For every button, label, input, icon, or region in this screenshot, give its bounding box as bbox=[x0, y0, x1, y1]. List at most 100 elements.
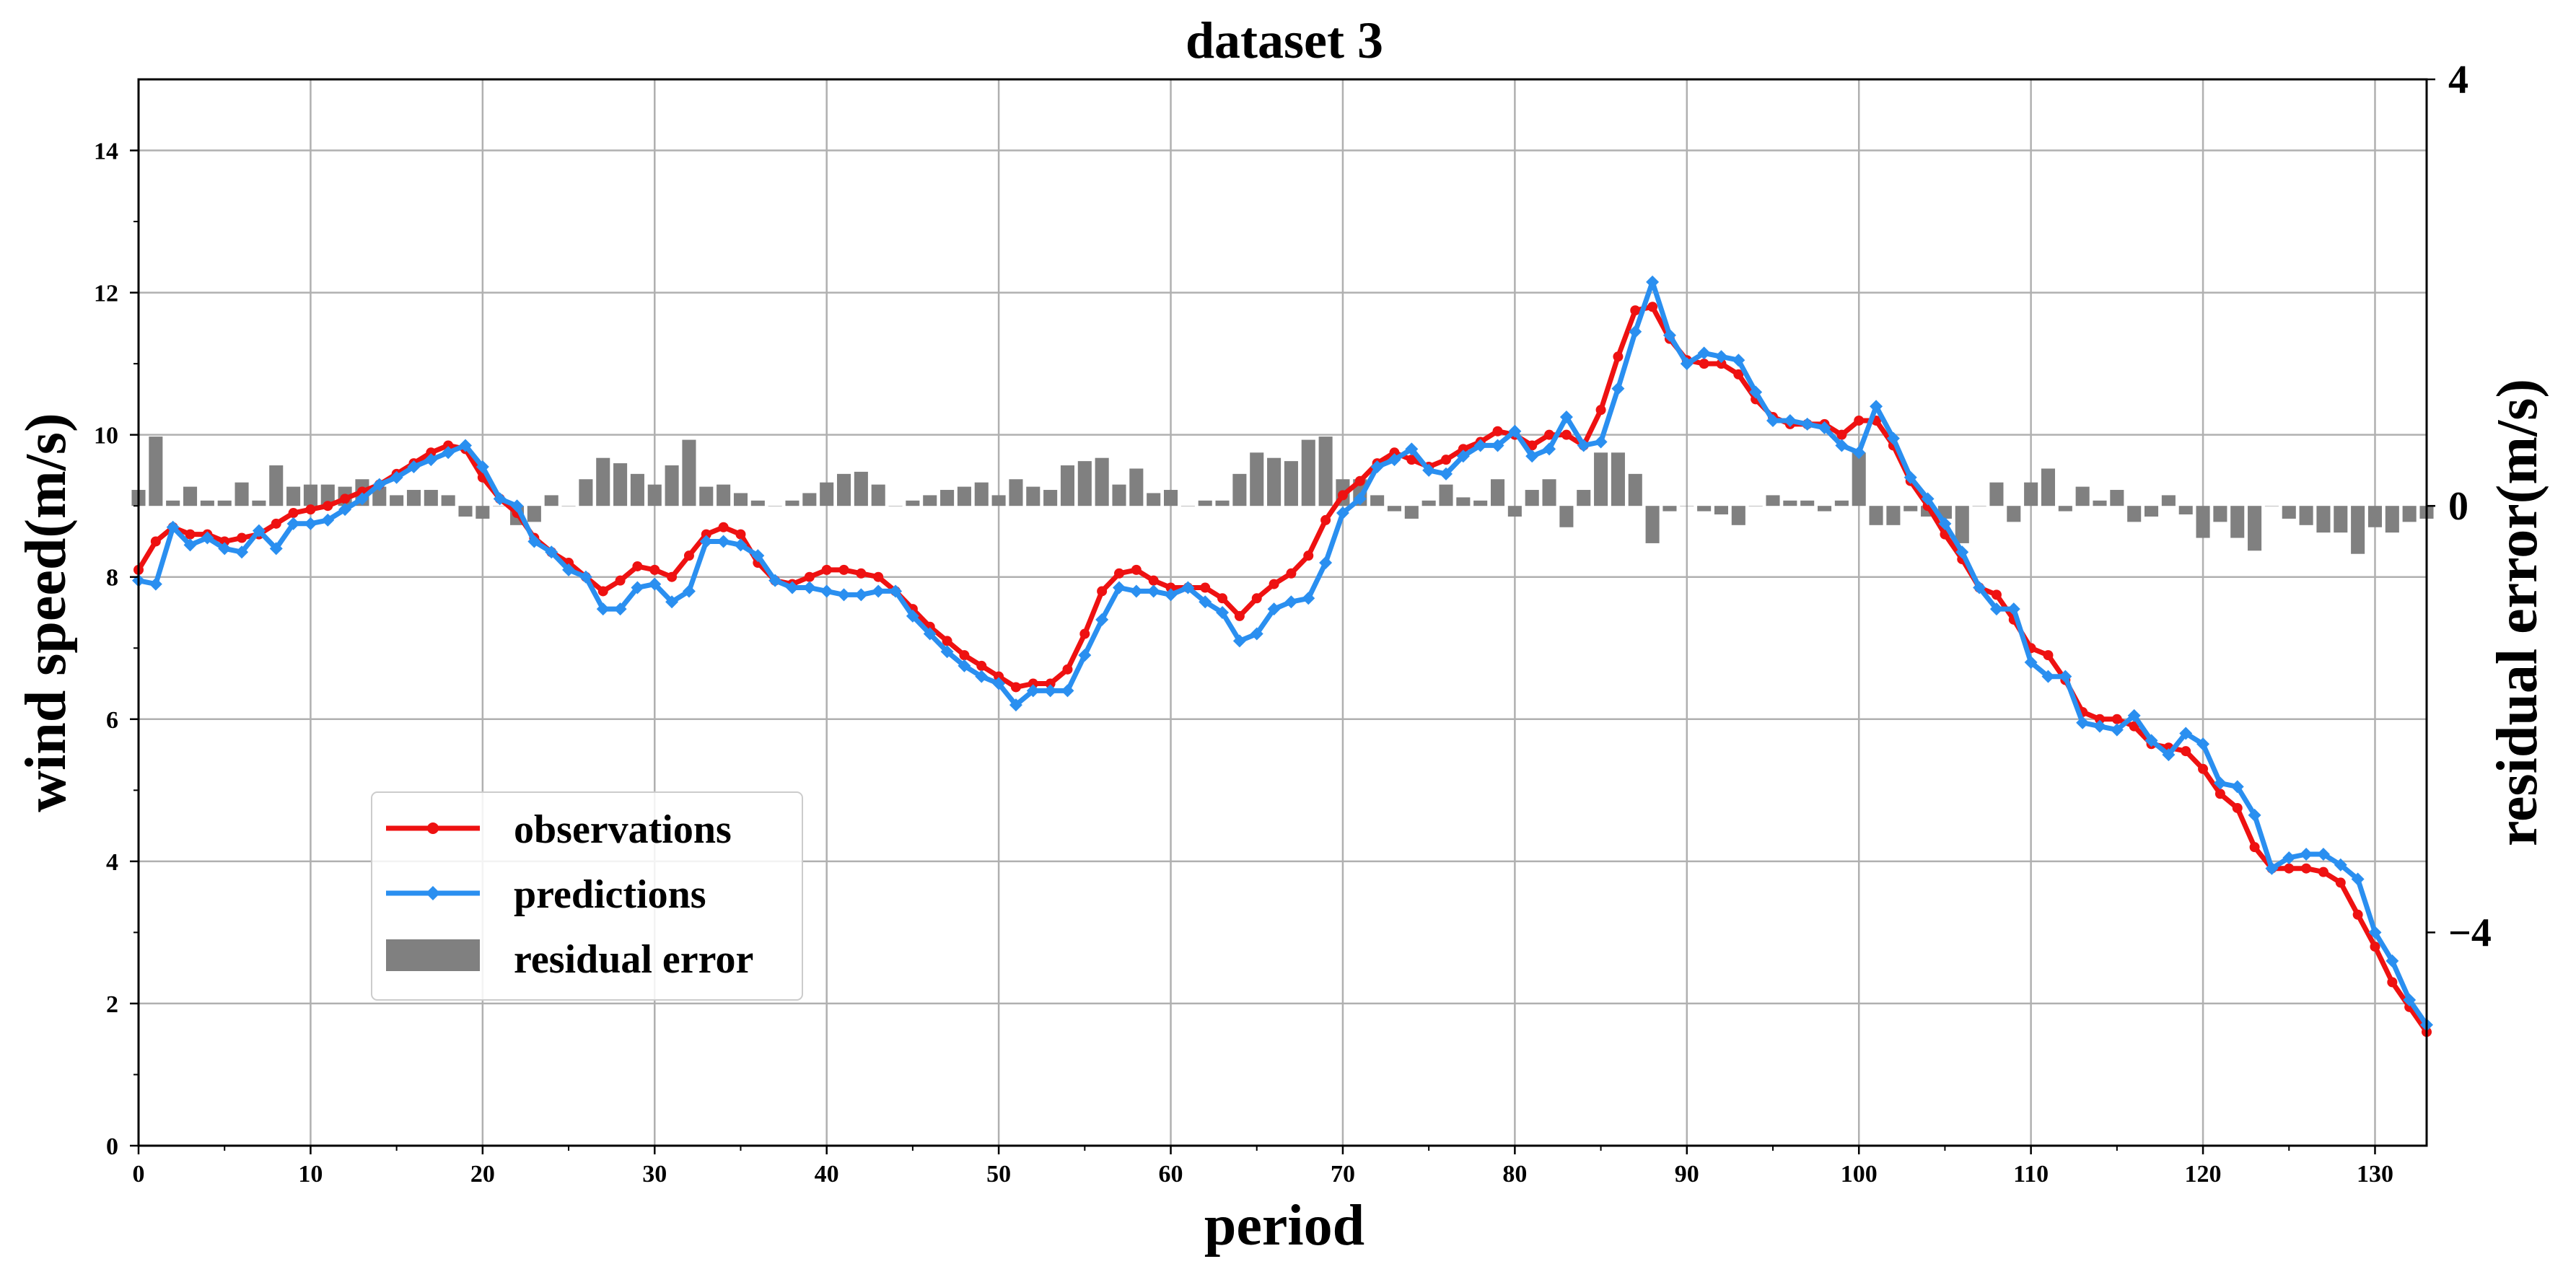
observations-point bbox=[2129, 721, 2139, 732]
residual-bar bbox=[854, 471, 868, 506]
observations-point bbox=[323, 501, 333, 512]
residual-bar bbox=[320, 484, 335, 506]
residual-bar bbox=[544, 495, 558, 506]
residual-bar bbox=[579, 479, 593, 506]
residual-bar bbox=[2127, 506, 2142, 522]
residual-bar bbox=[1301, 439, 1315, 506]
predictions-point bbox=[837, 588, 851, 602]
residual-bar bbox=[1387, 506, 1402, 512]
predictions-point bbox=[1095, 613, 1109, 626]
predictions-point bbox=[1697, 346, 1711, 360]
y-tick-label: 6 bbox=[106, 707, 118, 734]
x-tick-label: 10 bbox=[298, 1161, 323, 1188]
predictions-point bbox=[1921, 492, 1935, 506]
predictions-point bbox=[545, 545, 558, 559]
legend-observations-label: observations bbox=[514, 807, 732, 852]
observations-point bbox=[1613, 351, 1624, 362]
residual-bar bbox=[1318, 436, 1333, 506]
y-tick-label: 12 bbox=[94, 281, 118, 307]
residual-bar bbox=[1989, 482, 2004, 506]
observations-point bbox=[1716, 359, 1727, 369]
residual-bar bbox=[1215, 500, 1230, 506]
residual-bar bbox=[2007, 506, 2021, 522]
residual-bar bbox=[1542, 479, 1556, 506]
observations-point bbox=[1131, 564, 1142, 575]
predictions-point bbox=[975, 670, 989, 683]
predictions-point bbox=[648, 577, 662, 591]
observations-point bbox=[150, 536, 161, 547]
y-axis-label: wind speed(m/s) bbox=[14, 413, 78, 812]
predictions-point bbox=[1800, 417, 1814, 431]
predictions-point bbox=[665, 595, 679, 609]
residual-bar bbox=[820, 482, 834, 506]
residual-bar bbox=[2075, 486, 2090, 506]
legend-observations-marker bbox=[427, 822, 439, 834]
predictions-point bbox=[1714, 350, 1728, 364]
y-tick-label: 4 bbox=[106, 849, 118, 876]
predictions-point bbox=[820, 584, 833, 598]
predictions-point bbox=[802, 581, 816, 594]
residual-bar bbox=[750, 500, 765, 506]
residual-bar bbox=[1886, 506, 1901, 525]
predictions-point bbox=[923, 627, 937, 641]
observations-point bbox=[1062, 664, 1073, 675]
observations-point bbox=[2352, 909, 2363, 920]
predictions-point bbox=[1440, 467, 1453, 480]
observations-point bbox=[1337, 490, 1348, 501]
residual-bar bbox=[2367, 506, 2383, 527]
observations-point bbox=[2284, 863, 2295, 874]
predictions-point bbox=[1284, 595, 1298, 609]
observations-point bbox=[288, 508, 299, 519]
predictions-point bbox=[1766, 413, 1779, 427]
predictions-point bbox=[2334, 858, 2347, 872]
residual-bar bbox=[252, 500, 266, 506]
predictions-point bbox=[338, 503, 352, 517]
observations-point bbox=[632, 561, 643, 571]
residual-bar bbox=[1456, 497, 1471, 506]
predictions-point bbox=[1955, 545, 1969, 559]
residual-bar bbox=[1112, 484, 1126, 506]
x-tick-label: 120 bbox=[2185, 1161, 2222, 1188]
predictions-point bbox=[631, 581, 644, 594]
x-tick-label: 40 bbox=[815, 1161, 839, 1188]
observations-point bbox=[443, 440, 454, 451]
observations-point bbox=[219, 536, 230, 547]
predictions-point bbox=[1078, 649, 1092, 662]
predictions-point bbox=[1181, 581, 1195, 594]
observations-point bbox=[1200, 582, 1211, 593]
predictions-point bbox=[2213, 776, 2227, 790]
residual-bar bbox=[441, 495, 455, 506]
predictions-point bbox=[442, 446, 455, 460]
residual-bar bbox=[372, 486, 387, 506]
residual-bar bbox=[1250, 452, 1264, 506]
residual-bar bbox=[2316, 506, 2331, 533]
residual-bar bbox=[1869, 506, 1883, 525]
predictions-point bbox=[149, 577, 162, 591]
residual-bar bbox=[1232, 473, 1247, 506]
predictions-point bbox=[2162, 748, 2176, 762]
x-tick-label: 0 bbox=[133, 1161, 145, 1188]
observations-point bbox=[994, 671, 1004, 682]
residual-bar bbox=[1163, 490, 1178, 506]
observations-point bbox=[2249, 842, 2260, 853]
predictions-point bbox=[1852, 446, 1866, 460]
predictions-point bbox=[2368, 926, 2382, 939]
observations-point bbox=[305, 504, 316, 515]
predictions-point bbox=[958, 659, 971, 672]
predictions-point bbox=[2196, 737, 2210, 751]
predictions-point bbox=[1113, 581, 1126, 594]
predictions-point bbox=[2248, 808, 2261, 822]
predictions-point bbox=[1319, 556, 1333, 570]
predictions-point bbox=[1164, 588, 1178, 602]
predictions-point bbox=[407, 460, 421, 474]
observations-point bbox=[2232, 802, 2243, 813]
observations-point bbox=[1234, 610, 1245, 621]
residual-bar bbox=[2110, 490, 2124, 506]
observations-point bbox=[615, 575, 626, 586]
observations-point bbox=[2111, 714, 2122, 724]
residual-bar bbox=[1421, 500, 1436, 506]
observations-point bbox=[2318, 866, 2329, 877]
predictions-point bbox=[390, 470, 403, 484]
residual-bar bbox=[1507, 506, 1522, 517]
